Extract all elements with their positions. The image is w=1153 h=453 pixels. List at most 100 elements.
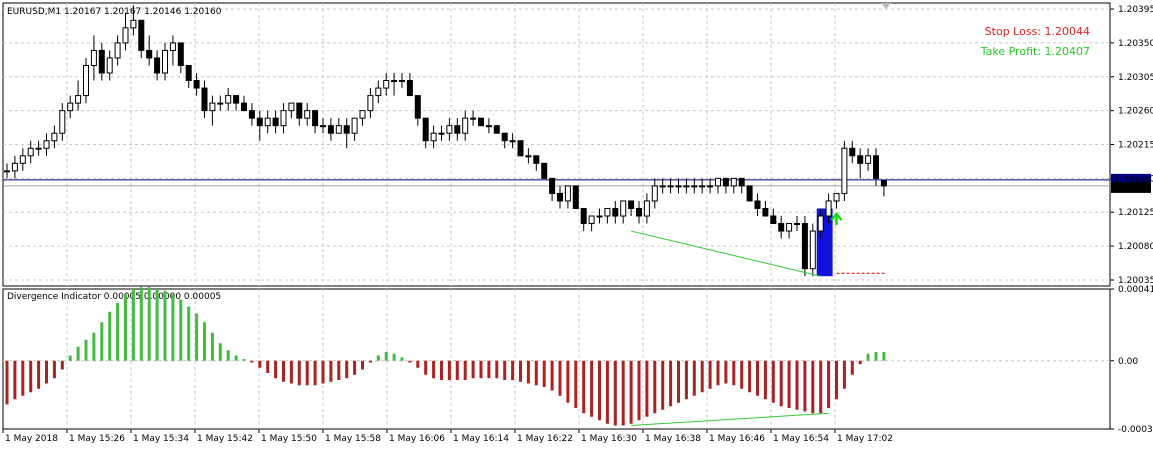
x-tick-label: 1 May 16:14 bbox=[453, 434, 509, 444]
candle-body bbox=[612, 207, 619, 217]
candle-body bbox=[438, 132, 445, 135]
candle-body bbox=[707, 185, 714, 188]
candle-body bbox=[248, 110, 255, 119]
candle-body bbox=[406, 80, 413, 97]
candle-body bbox=[541, 162, 548, 179]
candle-body bbox=[193, 80, 200, 89]
candle-body bbox=[288, 102, 295, 112]
indicator-y-tick-label: 0.00 bbox=[1118, 357, 1138, 367]
candle-body bbox=[233, 95, 240, 104]
bid-price-tag bbox=[1111, 181, 1151, 193]
candle-body bbox=[659, 185, 666, 188]
x-tick-label: 1 May 15:34 bbox=[133, 434, 189, 444]
candle-body bbox=[185, 64, 192, 82]
candle-body bbox=[509, 140, 516, 143]
candle-body bbox=[414, 95, 421, 119]
candle-body bbox=[280, 110, 287, 127]
candle-body bbox=[667, 185, 674, 188]
x-tick-label: 1 May 16:54 bbox=[773, 434, 829, 444]
candle-body bbox=[699, 185, 706, 188]
take-profit-label: Take Profit: 1.20407 bbox=[980, 45, 1090, 58]
candle-body bbox=[754, 200, 761, 209]
candle-body bbox=[225, 95, 232, 104]
candle-body bbox=[67, 102, 74, 112]
candle-body bbox=[485, 125, 492, 128]
candle-body bbox=[320, 125, 326, 128]
candle-body bbox=[841, 147, 848, 194]
candle-body bbox=[35, 147, 42, 150]
candle-body bbox=[399, 80, 405, 83]
candle-body bbox=[572, 185, 579, 209]
candle-body bbox=[588, 215, 595, 225]
scroll-marker-icon[interactable] bbox=[881, 3, 891, 9]
candle-body bbox=[43, 140, 50, 149]
buy-arrow-icon bbox=[830, 212, 843, 226]
candle-body bbox=[335, 125, 342, 134]
candle-body bbox=[422, 117, 429, 142]
candle-body bbox=[106, 57, 113, 74]
candle-body bbox=[730, 177, 737, 187]
candle-body bbox=[691, 185, 698, 188]
candle-body bbox=[146, 49, 153, 59]
candle-body bbox=[549, 177, 556, 194]
candle-body bbox=[651, 185, 658, 202]
candle-body bbox=[264, 117, 271, 127]
x-tick-label: 1 May 15:58 bbox=[325, 434, 381, 444]
candle-body bbox=[880, 180, 887, 187]
x-tick-label: 1 May 16:46 bbox=[709, 434, 765, 444]
candle-body bbox=[770, 215, 777, 225]
candle-body bbox=[794, 223, 800, 226]
candle-body bbox=[114, 42, 121, 59]
y-tick-label: 1.20215 bbox=[1118, 141, 1153, 151]
candle-body bbox=[564, 185, 571, 202]
candle-body bbox=[217, 102, 224, 105]
indicator-divergence-line bbox=[631, 412, 829, 426]
candle-body bbox=[478, 117, 484, 127]
candle-body bbox=[825, 200, 832, 217]
candle-body bbox=[817, 215, 824, 232]
candle-body bbox=[154, 57, 161, 74]
candle-body bbox=[762, 207, 769, 217]
candle-body bbox=[51, 132, 58, 142]
candle-body bbox=[169, 42, 176, 51]
indicator-title: Divergence Indicator 0.00005 0.00000 0.0… bbox=[7, 292, 221, 302]
candle-body bbox=[327, 125, 334, 134]
candle-body bbox=[738, 177, 745, 187]
x-tick-label: 1 May 16:06 bbox=[389, 434, 445, 444]
candle-body bbox=[493, 125, 500, 134]
stop-loss-label: Stop Loss: 1.20044 bbox=[985, 25, 1090, 38]
y-tick-label: 1.20305 bbox=[1118, 73, 1153, 83]
candle-body bbox=[367, 95, 374, 112]
indicator-panel bbox=[2, 288, 1111, 430]
candle-body bbox=[11, 162, 18, 172]
candle-body bbox=[59, 110, 66, 134]
candle-body bbox=[873, 155, 879, 179]
y-tick-label: 1.20350 bbox=[1118, 39, 1153, 49]
candle-body bbox=[130, 19, 137, 29]
candle-body bbox=[162, 49, 168, 74]
x-tick-label: 1 May 16:38 bbox=[645, 434, 701, 444]
candle-body bbox=[83, 64, 89, 97]
y-tick-label: 1.20260 bbox=[1118, 107, 1153, 117]
candle-body bbox=[343, 125, 350, 134]
candle-body bbox=[75, 95, 82, 104]
main-chart-title: EURUSD,M1 1.20167 1.20167 1.20146 1.2016… bbox=[7, 7, 222, 17]
price-divergence-line bbox=[630, 230, 821, 277]
candle-body bbox=[462, 117, 469, 134]
candle-body bbox=[209, 102, 216, 112]
candle-body bbox=[636, 207, 642, 217]
y-tick-label: 1.20395 bbox=[1118, 5, 1153, 15]
candle-body bbox=[675, 185, 682, 188]
ask-price-label: 1.20168 bbox=[1114, 176, 1151, 186]
candle-body bbox=[778, 223, 785, 232]
candle-body bbox=[312, 110, 319, 127]
candle-body bbox=[430, 132, 437, 142]
ask-price-tag bbox=[1111, 173, 1151, 185]
candle-body bbox=[454, 125, 461, 134]
indicator-y-tick-label: 0.00041 bbox=[1118, 285, 1153, 295]
candle-body bbox=[256, 117, 263, 127]
candle-body bbox=[596, 215, 603, 218]
x-tick-label: 1 May 17:02 bbox=[837, 434, 893, 444]
